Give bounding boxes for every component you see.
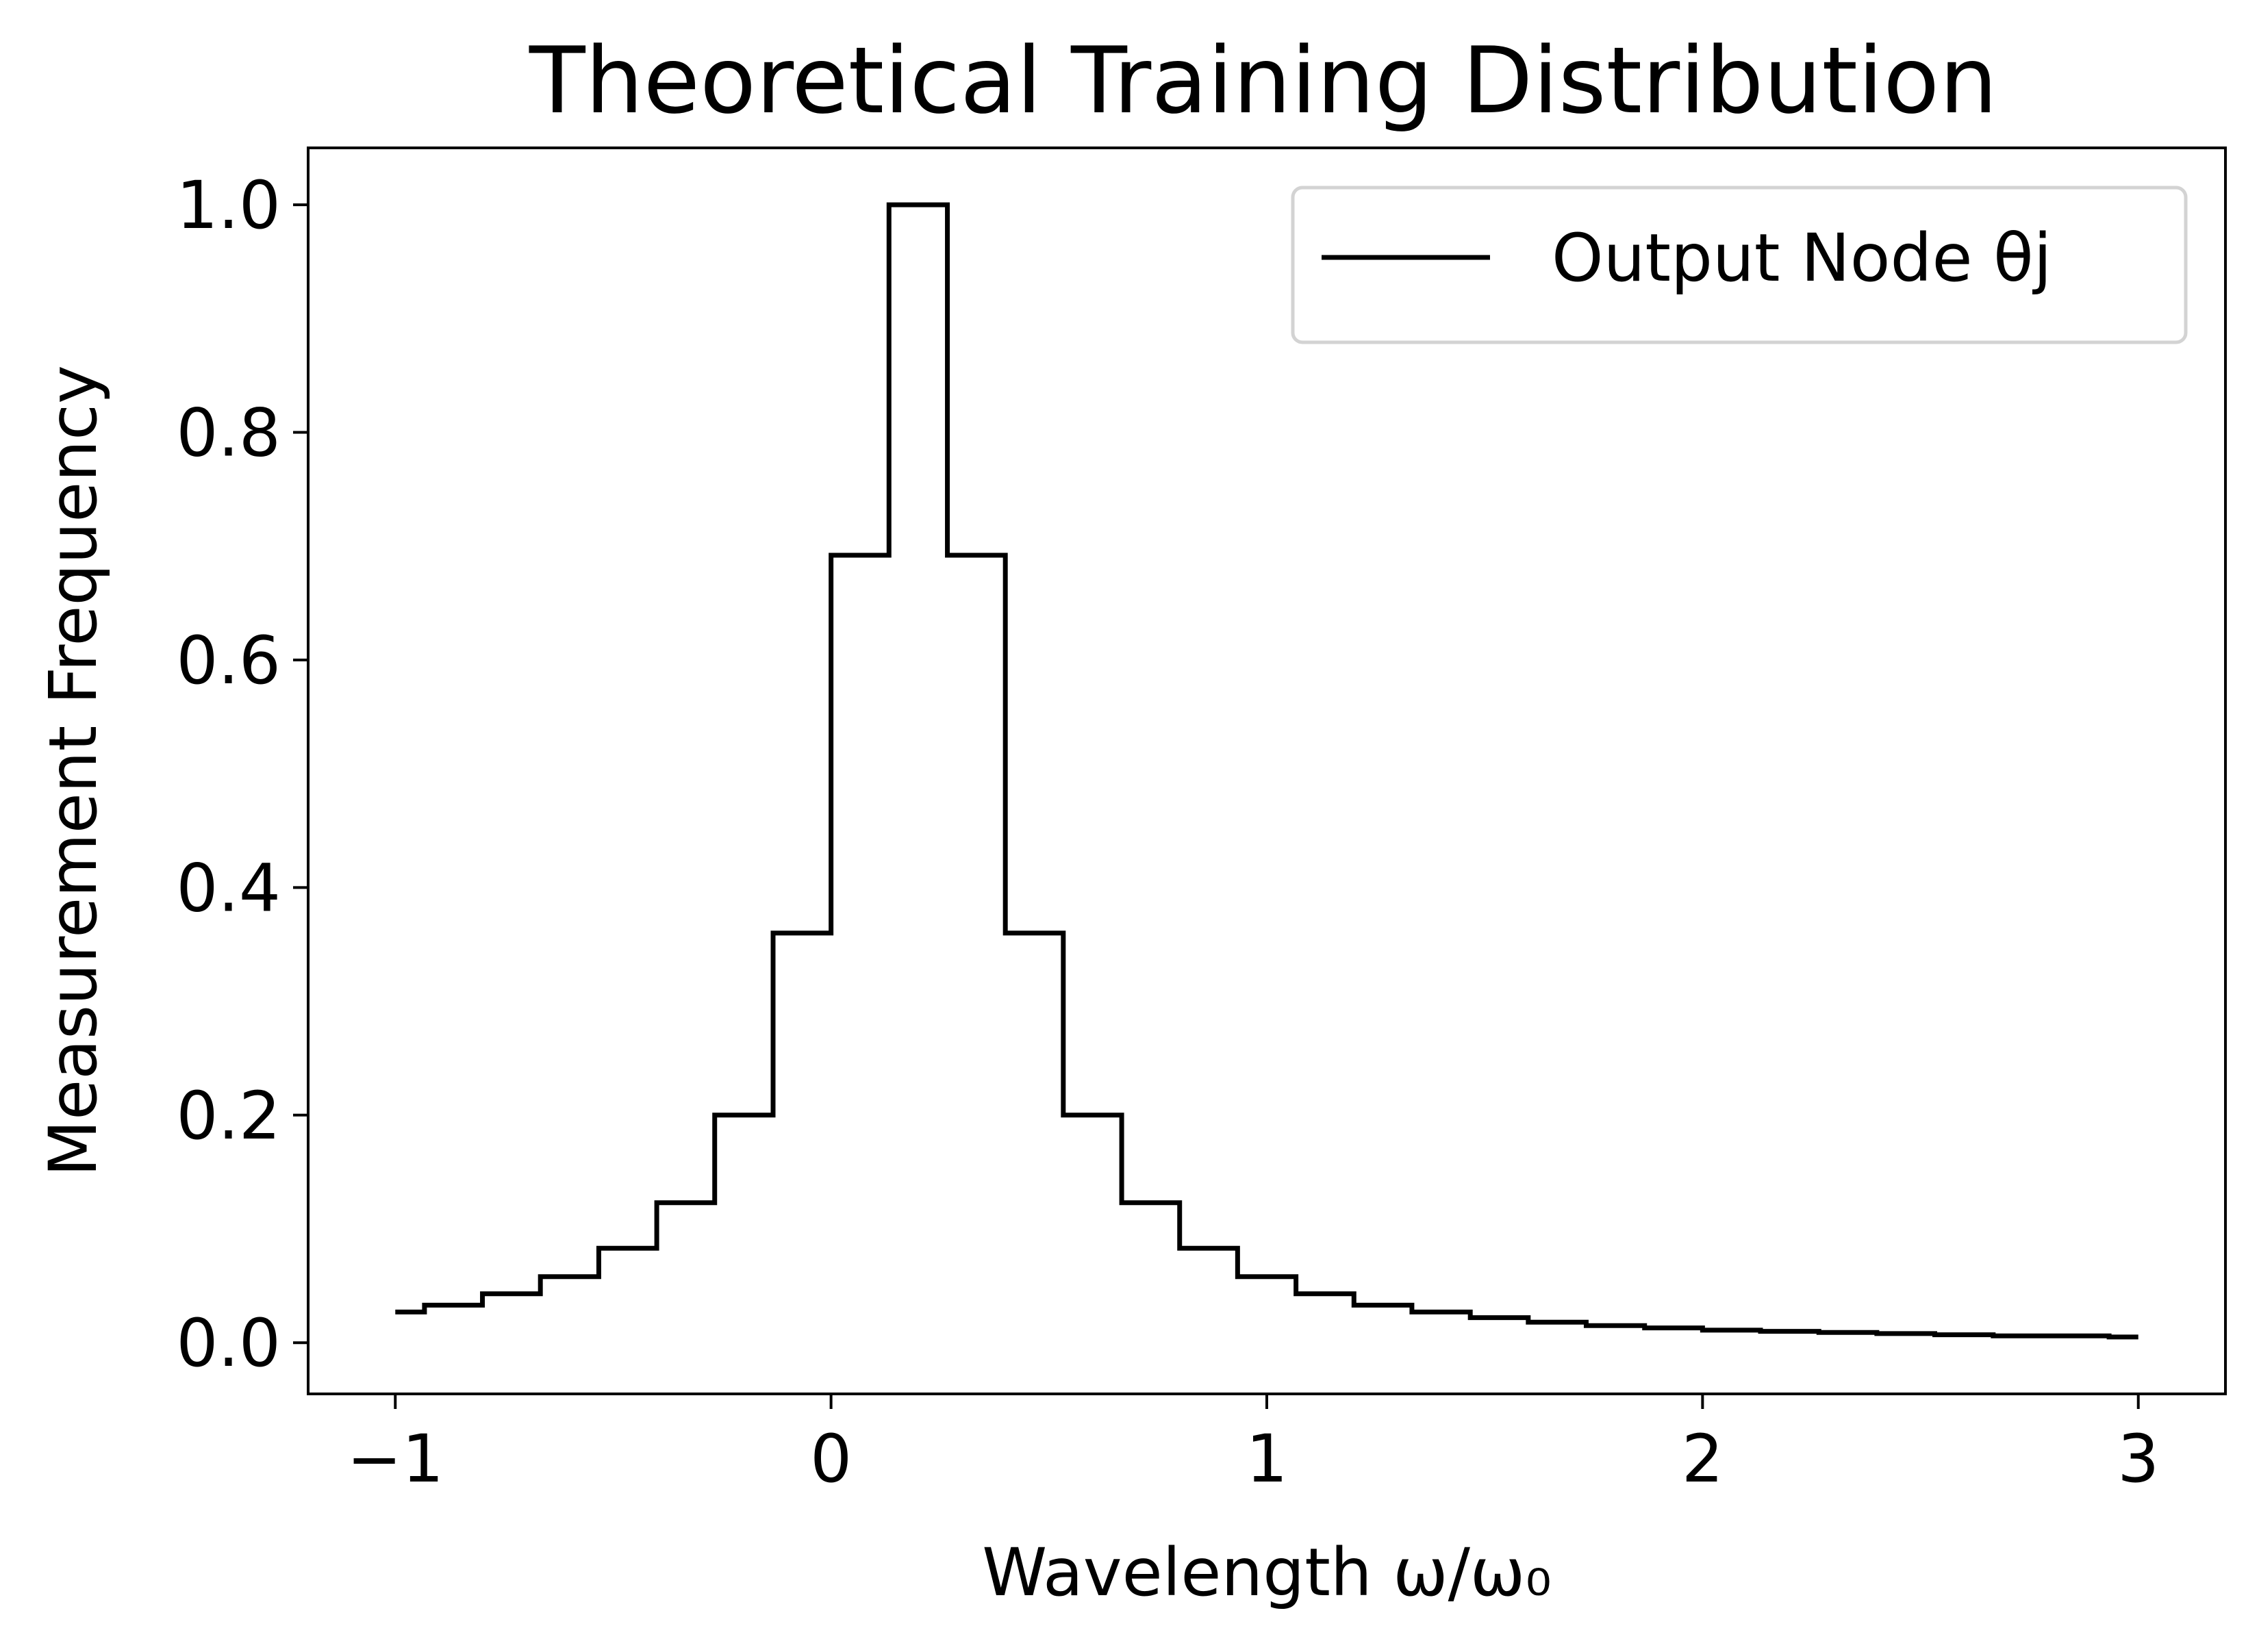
- x-tick-label: 3: [2117, 1421, 2159, 1497]
- x-tick-label: 0: [810, 1421, 852, 1497]
- x-axis-label: Wavelength ω/ω₀: [982, 1534, 1552, 1611]
- x-tick-label: 1: [1246, 1421, 1287, 1497]
- y-tick-label: 0.0: [176, 1305, 281, 1382]
- y-tick-label: 0.4: [176, 850, 281, 926]
- y-tick-label: 0.8: [176, 395, 281, 472]
- y-tick-label: 1.0: [176, 167, 281, 244]
- y-axis-label: Measurement Frequency: [35, 365, 112, 1177]
- legend-label: Output Node θj: [1552, 220, 2052, 296]
- x-axis-ticks: −1 0 1 2 3: [347, 1394, 2159, 1497]
- x-tick-label: −1: [347, 1421, 444, 1497]
- y-tick-label: 0.6: [176, 622, 281, 699]
- legend-box: [1291, 186, 2188, 344]
- series-line-output-node: [395, 202, 2138, 1340]
- legend: Output Node θj: [1291, 186, 2188, 344]
- y-axis-ticks: 0.0 0.2 0.4 0.6 0.8 1.0: [176, 167, 308, 1382]
- y-tick-label: 0.2: [176, 1078, 281, 1154]
- chart-title: Theoretical Training Distribution: [529, 27, 1997, 134]
- x-tick-label: 2: [1682, 1421, 1724, 1497]
